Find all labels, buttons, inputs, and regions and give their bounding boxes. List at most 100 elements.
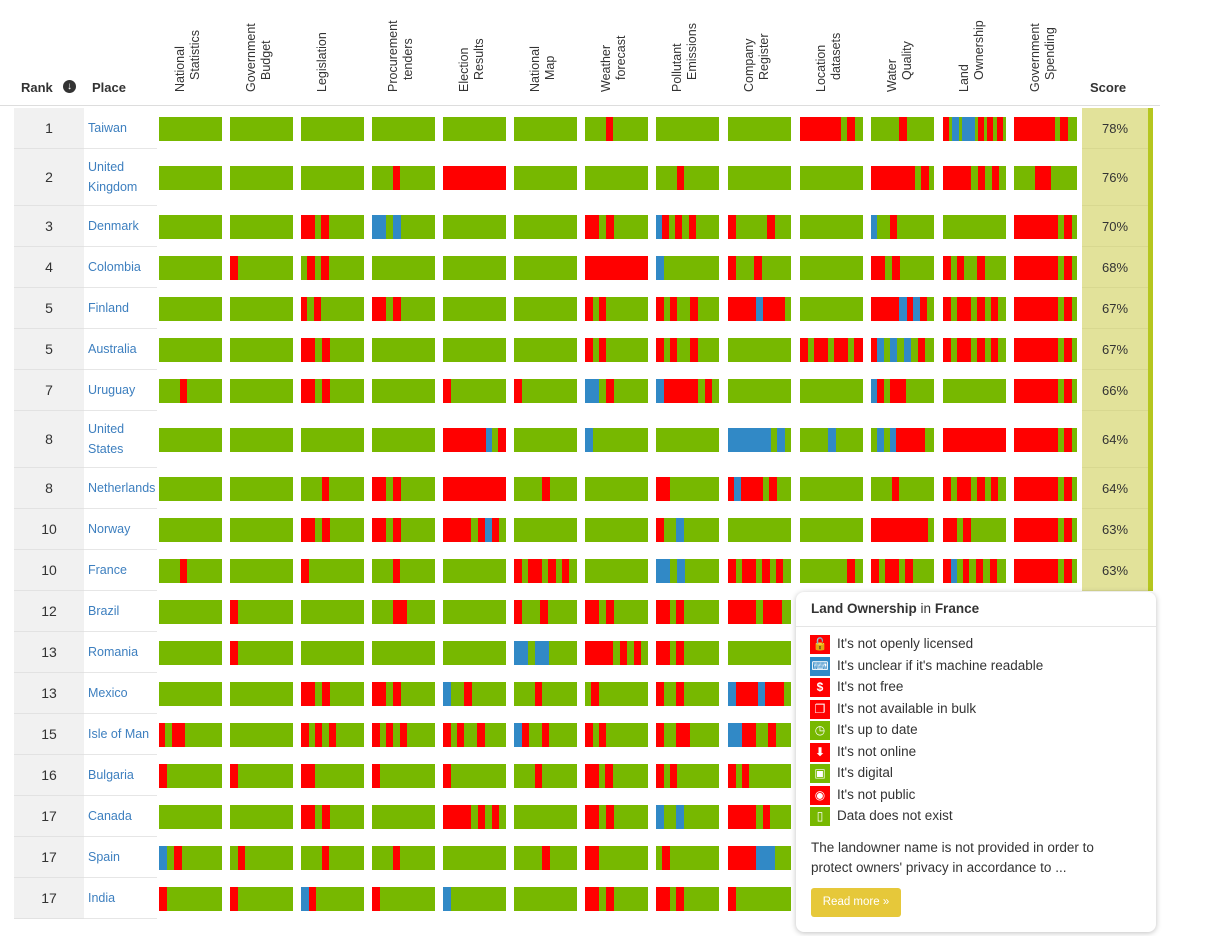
dataset-bar[interactable] bbox=[585, 428, 648, 452]
dataset-bar[interactable] bbox=[585, 518, 648, 542]
dataset-bar[interactable] bbox=[728, 215, 791, 239]
dataset-bar[interactable] bbox=[514, 215, 577, 239]
dataset-bar[interactable] bbox=[656, 477, 719, 501]
dataset-bar[interactable] bbox=[301, 559, 364, 583]
dataset-bar[interactable] bbox=[230, 379, 293, 403]
dataset-bar[interactable] bbox=[871, 477, 935, 501]
dataset-bar[interactable] bbox=[159, 846, 222, 870]
dataset-bar[interactable] bbox=[514, 379, 577, 403]
column-header-weather-forecast[interactable]: Weather forecast bbox=[591, 0, 662, 98]
dataset-bar[interactable] bbox=[1014, 117, 1077, 141]
dataset-bar[interactable] bbox=[443, 805, 506, 829]
dataset-bar[interactable] bbox=[159, 428, 222, 452]
dataset-bar[interactable] bbox=[656, 117, 719, 141]
dataset-bar[interactable] bbox=[372, 117, 435, 141]
dataset-bar[interactable] bbox=[656, 428, 719, 452]
dataset-bar[interactable] bbox=[943, 559, 1006, 583]
dataset-bar[interactable] bbox=[159, 166, 222, 190]
place-link[interactable]: Mexico bbox=[88, 686, 128, 700]
dataset-bar[interactable] bbox=[728, 846, 791, 870]
dataset-bar[interactable] bbox=[301, 723, 364, 747]
dataset-bar[interactable] bbox=[728, 338, 791, 362]
dataset-bar[interactable] bbox=[514, 723, 577, 747]
sort-down-icon[interactable]: ↓ bbox=[63, 80, 76, 93]
dataset-bar[interactable] bbox=[372, 256, 435, 280]
dataset-bar[interactable] bbox=[1014, 338, 1077, 362]
dataset-bar[interactable] bbox=[301, 256, 364, 280]
dataset-bar[interactable] bbox=[159, 723, 222, 747]
dataset-bar[interactable] bbox=[1014, 518, 1077, 542]
dataset-bar[interactable] bbox=[159, 518, 222, 542]
dataset-bar[interactable] bbox=[159, 338, 222, 362]
dataset-bar[interactable] bbox=[943, 166, 1006, 190]
dataset-bar[interactable] bbox=[301, 428, 364, 452]
dataset-bar[interactable] bbox=[514, 641, 577, 665]
place-link[interactable]: Bulgaria bbox=[88, 768, 134, 782]
dataset-bar[interactable] bbox=[443, 887, 506, 911]
dataset-bar[interactable] bbox=[1014, 379, 1077, 403]
dataset-bar[interactable] bbox=[514, 477, 577, 501]
dataset-bar[interactable] bbox=[728, 297, 791, 321]
dataset-bar[interactable] bbox=[159, 117, 222, 141]
dataset-bar[interactable] bbox=[871, 166, 934, 190]
dataset-bar[interactable] bbox=[514, 600, 578, 624]
place-link[interactable]: Finland bbox=[88, 301, 129, 315]
dataset-bar[interactable] bbox=[943, 477, 1006, 501]
place-link[interactable]: Netherlands bbox=[88, 481, 156, 495]
dataset-bar[interactable] bbox=[585, 117, 649, 141]
dataset-bar[interactable] bbox=[656, 559, 719, 583]
dataset-bar[interactable] bbox=[301, 641, 364, 665]
dataset-bar[interactable] bbox=[443, 297, 506, 321]
dataset-bar[interactable] bbox=[585, 682, 648, 706]
dataset-bar[interactable] bbox=[728, 477, 791, 501]
dataset-bar[interactable] bbox=[372, 477, 435, 501]
dataset-bar[interactable] bbox=[301, 166, 364, 190]
dataset-bar[interactable] bbox=[514, 338, 577, 362]
dataset-bar[interactable] bbox=[728, 682, 792, 706]
dataset-bar[interactable] bbox=[656, 723, 719, 747]
dataset-bar[interactable] bbox=[372, 518, 435, 542]
dataset-bar[interactable] bbox=[443, 641, 506, 665]
dataset-bar[interactable] bbox=[728, 723, 791, 747]
dataset-bar[interactable] bbox=[301, 518, 364, 542]
dataset-bar[interactable] bbox=[656, 338, 719, 362]
dataset-bar[interactable] bbox=[230, 805, 293, 829]
dataset-bar[interactable] bbox=[656, 764, 719, 788]
dataset-bar[interactable] bbox=[871, 428, 934, 452]
dataset-bar[interactable] bbox=[443, 338, 506, 362]
dataset-bar[interactable] bbox=[372, 764, 435, 788]
place-link[interactable]: France bbox=[88, 563, 127, 577]
dataset-bar[interactable] bbox=[301, 297, 364, 321]
dataset-bar[interactable] bbox=[871, 215, 934, 239]
dataset-bar[interactable] bbox=[871, 338, 934, 362]
place-link[interactable]: United Kingdom bbox=[88, 160, 138, 194]
dataset-bar[interactable] bbox=[1014, 297, 1077, 321]
column-header-water-quality[interactable]: Water Quality bbox=[877, 0, 948, 98]
dataset-bar[interactable] bbox=[585, 215, 648, 239]
column-header-location-datasets[interactable]: Location datasets bbox=[806, 0, 877, 98]
dataset-bar[interactable] bbox=[230, 428, 293, 452]
dataset-bar[interactable] bbox=[301, 600, 364, 624]
dataset-bar[interactable] bbox=[514, 846, 577, 870]
dataset-bar[interactable] bbox=[372, 723, 435, 747]
dataset-bar[interactable] bbox=[230, 256, 293, 280]
dataset-bar[interactable] bbox=[800, 338, 863, 362]
dataset-bar[interactable] bbox=[728, 166, 791, 190]
dataset-bar[interactable] bbox=[443, 379, 506, 403]
dataset-bar[interactable] bbox=[728, 805, 791, 829]
dataset-bar[interactable] bbox=[443, 215, 506, 239]
dataset-bar[interactable] bbox=[656, 641, 719, 665]
dataset-bar[interactable] bbox=[514, 764, 578, 788]
dataset-bar[interactable] bbox=[443, 518, 506, 542]
dataset-bar[interactable] bbox=[871, 379, 934, 403]
dataset-bar[interactable] bbox=[514, 166, 577, 190]
dataset-bar[interactable] bbox=[230, 477, 293, 501]
dataset-bar[interactable] bbox=[656, 379, 720, 403]
dataset-bar[interactable] bbox=[230, 338, 293, 362]
dataset-bar[interactable] bbox=[159, 297, 222, 321]
dataset-bar[interactable] bbox=[159, 559, 223, 583]
place-link[interactable]: Colombia bbox=[88, 260, 141, 274]
dataset-bar[interactable] bbox=[728, 117, 791, 141]
dataset-bar[interactable] bbox=[943, 518, 1006, 542]
column-header-national-map[interactable]: National Map bbox=[520, 0, 591, 98]
